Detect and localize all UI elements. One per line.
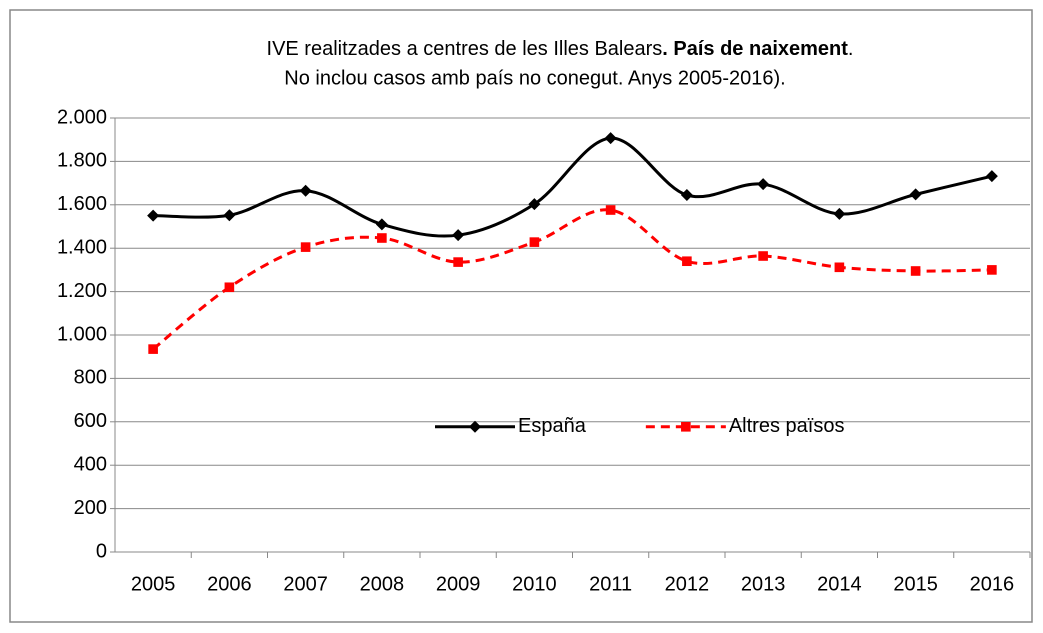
title-part: . xyxy=(848,38,854,60)
x-tick-label: 2014 xyxy=(817,573,862,595)
x-tick-label: 2015 xyxy=(893,573,938,595)
legend-marker xyxy=(681,422,691,432)
data-point xyxy=(757,178,770,191)
x-tick-label: 2009 xyxy=(436,573,481,595)
data-point xyxy=(224,282,235,293)
data-point xyxy=(453,257,463,267)
y-tick-label: 1.400 xyxy=(57,236,107,258)
x-tick-label: 2010 xyxy=(512,573,557,595)
x-tick-label: 2016 xyxy=(970,573,1015,595)
x-tick-label: 2012 xyxy=(665,573,710,595)
data-point xyxy=(377,233,387,243)
data-point xyxy=(148,344,158,354)
data-point xyxy=(758,251,768,261)
y-tick-label: 800 xyxy=(74,367,107,389)
y-tick-label: 400 xyxy=(74,453,107,475)
x-tick-label: 2008 xyxy=(360,573,405,595)
data-point xyxy=(834,262,845,273)
data-point xyxy=(682,256,692,267)
x-tick-label: 2005 xyxy=(131,573,176,595)
y-tick-label: 1.800 xyxy=(57,150,107,172)
data-point xyxy=(300,242,311,252)
y-tick-label: 1.000 xyxy=(57,323,107,345)
y-tick-label: 600 xyxy=(74,410,107,432)
legend-label: Altres països xyxy=(729,415,845,437)
data-point xyxy=(452,229,465,242)
data-point xyxy=(604,132,617,145)
data-point xyxy=(909,188,922,201)
data-point xyxy=(299,184,312,197)
data-point xyxy=(680,189,693,202)
y-tick-label: 200 xyxy=(74,497,107,519)
legend-label: España xyxy=(518,415,587,437)
x-tick-label: 2007 xyxy=(283,573,328,595)
data-point xyxy=(910,266,921,276)
data-point xyxy=(985,170,998,183)
chart-subtitle: No inclou casos amb país no conegut. Any… xyxy=(284,67,785,89)
data-point xyxy=(833,207,846,220)
title-part: . País de naixement xyxy=(662,38,848,60)
data-point xyxy=(605,205,616,215)
chart-frame xyxy=(9,9,1033,623)
x-tick-label: 2011 xyxy=(589,573,632,595)
title-part: IVE realitzades a centres de les Illes B… xyxy=(267,38,663,60)
y-tick-label: 1.600 xyxy=(57,193,107,215)
data-point xyxy=(529,237,540,247)
y-tick-label: 1.200 xyxy=(57,280,107,302)
data-point xyxy=(375,218,388,231)
data-point xyxy=(528,198,541,211)
data-point xyxy=(147,209,160,222)
y-tick-label: 0 xyxy=(96,540,107,562)
data-point xyxy=(987,265,997,275)
x-tick-label: 2006 xyxy=(207,573,252,595)
chart-title: IVE realitzades a centres de les Illes B… xyxy=(267,38,854,60)
data-point xyxy=(223,209,236,222)
x-tick-label: 2013 xyxy=(741,573,786,595)
legend-marker xyxy=(469,420,481,433)
y-tick-label: 2.000 xyxy=(57,106,107,128)
